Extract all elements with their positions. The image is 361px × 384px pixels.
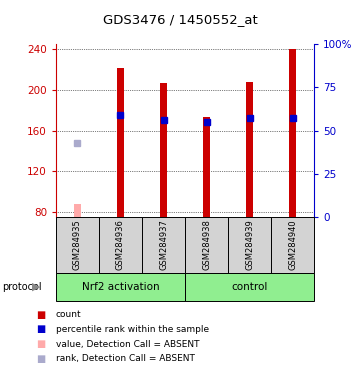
Bar: [271, 217, 314, 273]
Text: GSM284937: GSM284937: [159, 219, 168, 270]
Text: value, Detection Call = ABSENT: value, Detection Call = ABSENT: [56, 339, 200, 349]
Bar: [160, 83, 168, 217]
Text: ■: ■: [36, 310, 45, 320]
Text: GSM284935: GSM284935: [73, 219, 82, 270]
Bar: [56, 273, 185, 301]
Bar: [185, 273, 314, 301]
Text: control: control: [231, 282, 268, 292]
Text: ■: ■: [36, 354, 45, 364]
Text: rank, Detection Call = ABSENT: rank, Detection Call = ABSENT: [56, 354, 195, 363]
Text: GDS3476 / 1450552_at: GDS3476 / 1450552_at: [103, 13, 258, 26]
Text: GSM284936: GSM284936: [116, 219, 125, 270]
Text: protocol: protocol: [2, 282, 42, 292]
Bar: [56, 217, 99, 273]
Text: ■: ■: [36, 339, 45, 349]
Text: ▶: ▶: [31, 282, 40, 292]
Text: GSM284938: GSM284938: [202, 219, 211, 270]
Bar: [117, 68, 124, 217]
Bar: [99, 217, 142, 273]
Bar: [74, 204, 81, 217]
Text: percentile rank within the sample: percentile rank within the sample: [56, 325, 209, 334]
Text: ■: ■: [36, 324, 45, 334]
Bar: [203, 118, 210, 217]
Bar: [142, 217, 185, 273]
Text: Nrf2 activation: Nrf2 activation: [82, 282, 159, 292]
Bar: [246, 82, 253, 217]
Text: GSM284939: GSM284939: [245, 219, 254, 270]
Bar: [289, 49, 296, 217]
Bar: [185, 217, 228, 273]
Bar: [228, 217, 271, 273]
Text: count: count: [56, 310, 82, 319]
Text: GSM284940: GSM284940: [288, 220, 297, 270]
